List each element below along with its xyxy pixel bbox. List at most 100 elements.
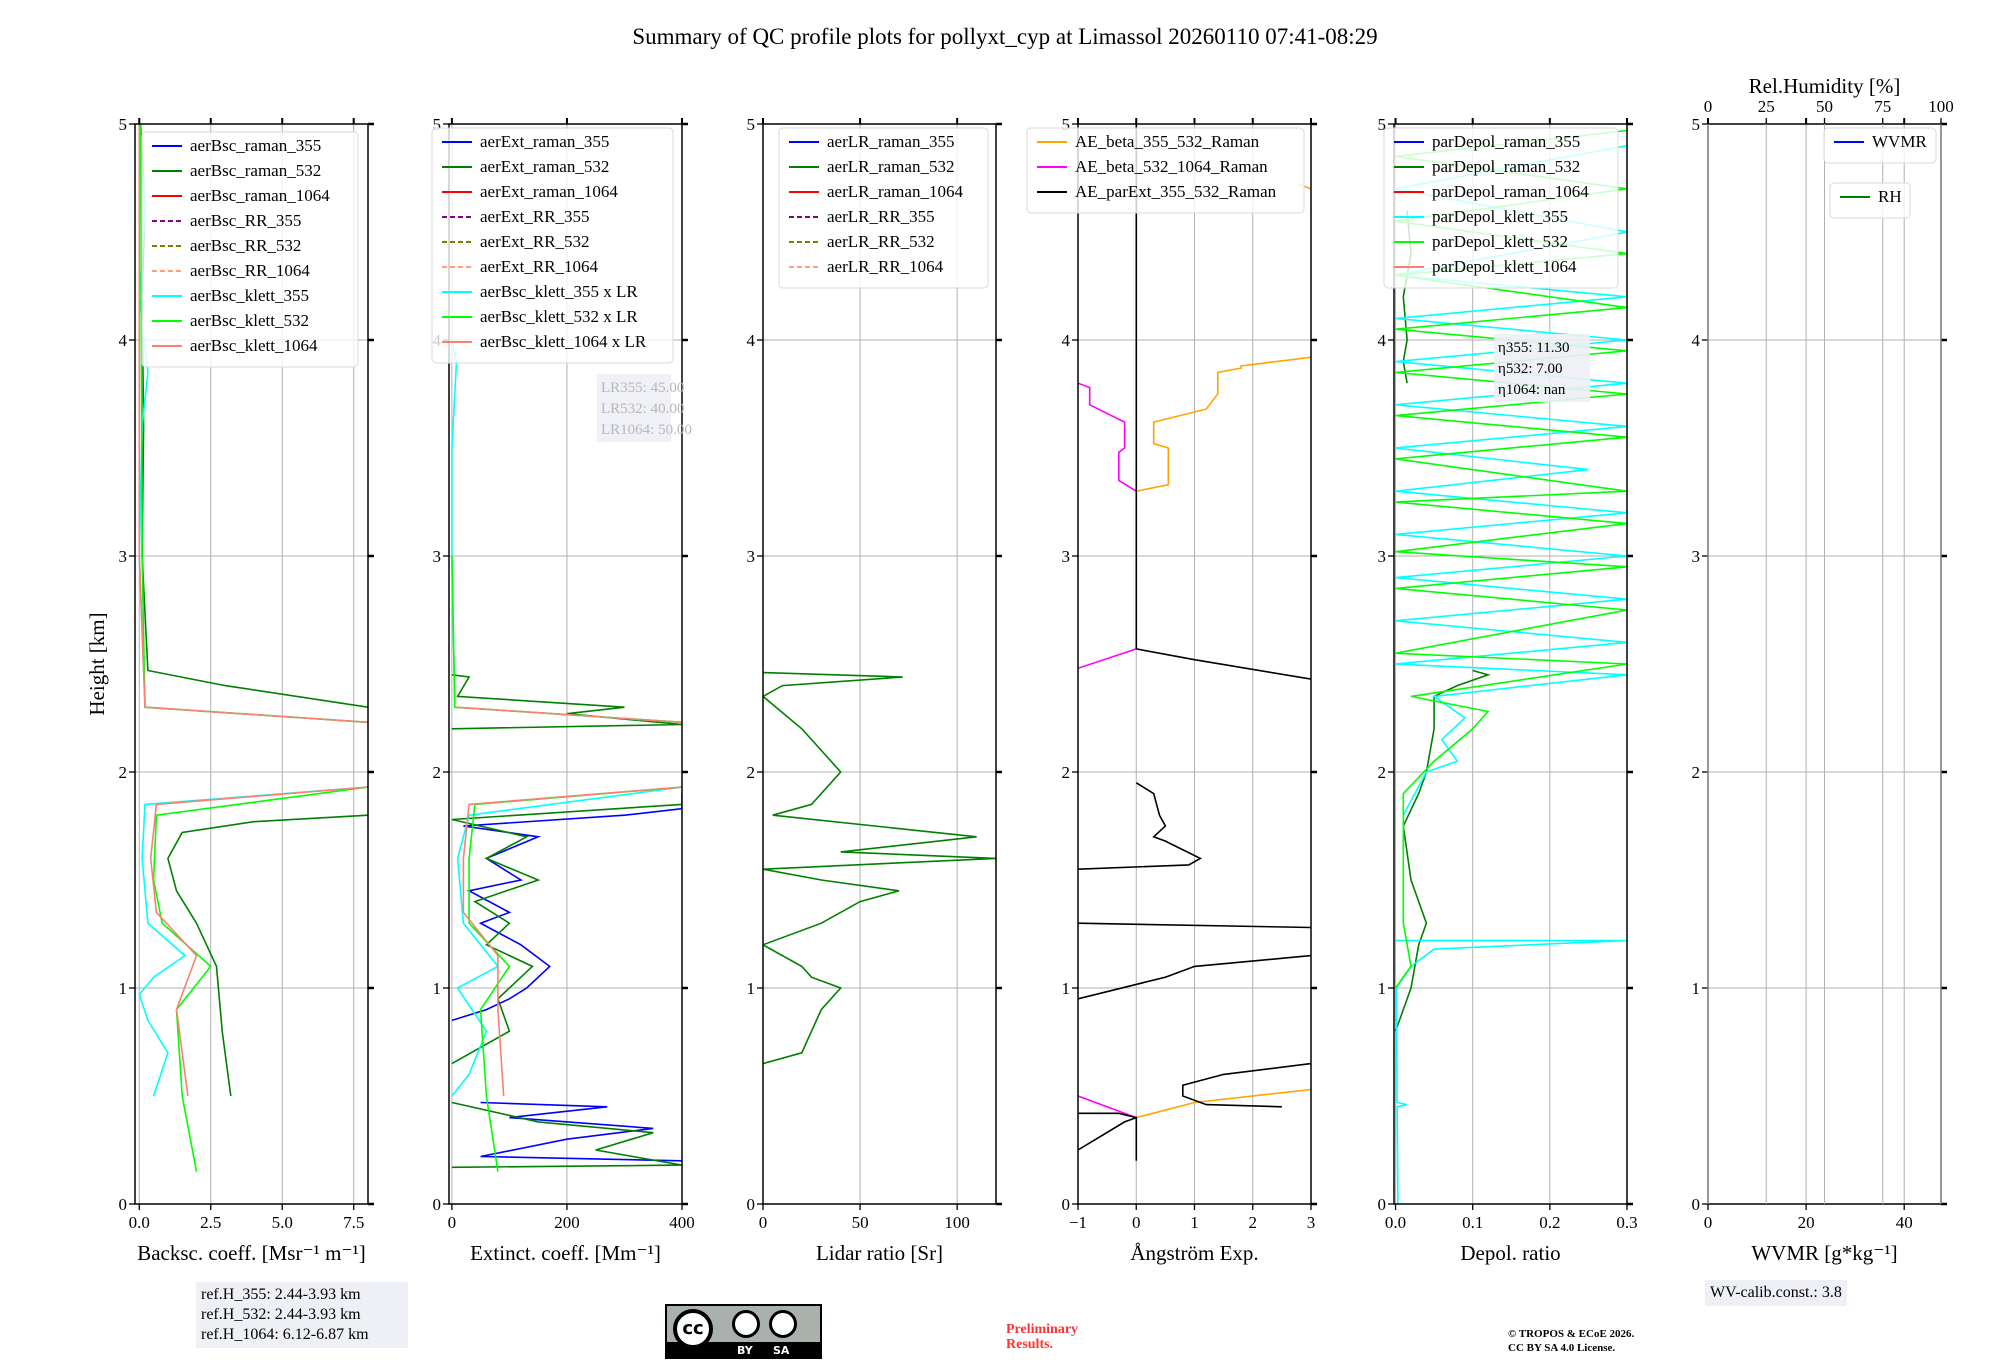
refh-1064: ref.H_1064: 6.12-6.87 km <box>201 1326 369 1343</box>
y-tick-label: 3 <box>433 547 442 566</box>
legend-label: aerBsc_raman_532 <box>190 161 321 180</box>
legend-box <box>1383 127 1619 289</box>
y-tick-label: 5 <box>1378 115 1387 134</box>
annotation-box <box>1494 334 1590 402</box>
y-tick-label: 2 <box>1378 763 1387 782</box>
sa-icon <box>769 1310 797 1338</box>
series-line-AE_parExt_355_532_Raman <box>1078 922 1311 929</box>
x-tick-label: 20 <box>1798 1213 1815 1232</box>
y-tick-label: 0 <box>1692 1195 1701 1214</box>
legend-label: parDepol_raman_1064 <box>1432 182 1589 201</box>
y-tick-label: 3 <box>747 547 756 566</box>
series-line-aerBsc_klett_1064 x LR <box>454 706 682 724</box>
panel-depolarization: 0.0 0.1 0.2 0.3 0 1 2 3 4 5 Depol. ratio parDepol_r… <box>1378 115 1638 1265</box>
y-tick-label: 5 <box>1692 115 1701 134</box>
y-tick-label: 0 <box>1378 1195 1387 1214</box>
legend-label: aerBsc_raman_355 <box>190 136 321 155</box>
rh-tick-label: 75 <box>1874 97 1891 116</box>
x-tick-label: 0 <box>1132 1213 1141 1232</box>
panel-wvmr_rh: 0 20 40 0 1 2 3 4 5 WVMR [g*kg⁻¹] 0 25 50 75 100 Rel.Hu… <box>1692 74 1954 1265</box>
series-line-aerBsc_raman_532 <box>167 814 368 1097</box>
x-tick-label: 0.0 <box>129 1213 150 1232</box>
y-tick-label: 4 <box>119 331 128 350</box>
legend-label: aerExt_raman_1064 <box>480 182 618 201</box>
y-tick-label: 1 <box>1062 979 1071 998</box>
x-axis-label: Extinct. coeff. [Mm⁻¹] <box>470 1241 661 1265</box>
legend-label: WVMR <box>1872 132 1927 151</box>
axes-frame <box>134 123 369 1205</box>
x-axis-label: Lidar ratio [Sr] <box>816 1241 943 1265</box>
x-tick-label: 0.3 <box>1616 1213 1637 1232</box>
x-tick-label: 0 <box>448 1213 457 1232</box>
cc-icon: cc <box>673 1309 713 1349</box>
by-label: BY <box>737 1344 753 1357</box>
annotation-box <box>597 374 671 442</box>
cc-by-sa-logo: cc BY SA <box>665 1304 822 1359</box>
x-tick-label: 2 <box>1249 1213 1258 1232</box>
legend-box <box>141 131 359 368</box>
y-tick-label: 1 <box>433 979 442 998</box>
y-tick-label: 1 <box>119 979 128 998</box>
y-tick-label: 5 <box>747 115 756 134</box>
series-line-AE_beta_532_1064_Raman <box>1078 648 1137 670</box>
series-line-aerExt_raman_355 <box>451 793 682 1022</box>
annotation-text: η355: 11.30 <box>1498 340 1569 356</box>
x-tick-label: 0.1 <box>1462 1213 1483 1232</box>
y-axis-label: Height [km] <box>85 612 109 715</box>
series-line-AE_parExt_355_532_Raman <box>1182 1062 1311 1108</box>
legend-label: RH <box>1878 187 1902 206</box>
legend: RH <box>1829 182 1911 219</box>
copyright-line-1: © TROPOS & ECoE 2026. <box>1508 1328 1635 1340</box>
legend: aerLR_raman_355 aerLR_raman_532 aerLR_rama… <box>778 127 989 289</box>
legend-label: aerExt_raman_355 <box>480 132 609 151</box>
legend-label: aerBsc_klett_355 <box>190 286 309 305</box>
legend-label: parDepol_klett_355 <box>1432 207 1568 226</box>
refh-355: ref.H_355: 2.44-3.93 km <box>201 1286 361 1303</box>
legend-label: parDepol_klett_1064 <box>1432 257 1577 276</box>
legend-label: parDepol_raman_532 <box>1432 157 1580 176</box>
x-tick-label: 50 <box>852 1213 869 1232</box>
figure-title: Summary of QC profile plots for pollyxt_… <box>632 24 1377 49</box>
series-line-AE_parExt_355_532_Raman <box>1078 782 1203 870</box>
x-tick-label: 0 <box>759 1213 768 1232</box>
preliminary-line-1: Preliminary <box>1006 1322 1079 1337</box>
reference-height-box: ref.H_355: 2.44-3.93 km ref.H_532: 2.44-… <box>196 1282 408 1348</box>
series-line-aerExt_raman_532 <box>451 1101 682 1169</box>
legend: aerExt_raman_355 aerExt_raman_532 aerExt_r… <box>431 127 674 364</box>
x-tick-label: 1 <box>1190 1213 1199 1232</box>
legend-box <box>778 127 989 289</box>
panel-backscatter: 0.0 2.5 5.0 7.5 0 1 2 3 4 5 Backsc. coeff. [Msr⁻¹ … <box>119 115 374 1265</box>
x-tick-label: 3 <box>1307 1213 1316 1232</box>
legend-box <box>1829 182 1911 219</box>
legend-label: AE_beta_532_1064_Raman <box>1075 157 1268 176</box>
legend-label: aerBsc_RR_532 <box>190 236 301 255</box>
legend-label: aerExt_RR_1064 <box>480 257 599 276</box>
x-tick-label: 40 <box>1896 1213 1913 1232</box>
legend-label: aerLR_RR_532 <box>827 232 935 251</box>
y-tick-label: 4 <box>1692 331 1701 350</box>
y-tick-label: 0 <box>1062 1195 1071 1214</box>
preliminary-line-2: Results. <box>1006 1337 1054 1352</box>
series-line-aerLR_raman_532 <box>763 671 996 1065</box>
x-tick-label: 200 <box>554 1213 580 1232</box>
x-tick-label: −1 <box>1069 1213 1087 1232</box>
series-line-AE_parExt_355_532_Raman <box>1078 1112 1137 1119</box>
y-tick-label: 0 <box>119 1195 128 1214</box>
series-line-aerBsc_klett_1064 x LR <box>462 786 682 1097</box>
legend-label: aerBsc_klett_532 <box>190 311 309 330</box>
rh-tick-label: 25 <box>1758 97 1775 116</box>
x-tick-label: 0 <box>1704 1213 1713 1232</box>
legend-label: aerExt_raman_532 <box>480 157 609 176</box>
preliminary-results-note: Preliminary Results. <box>1006 1322 1078 1352</box>
legend: aerBsc_raman_355 aerBsc_raman_532 aerBsc_r… <box>141 131 359 368</box>
series-line-aerExt_raman_355 <box>480 1101 682 1162</box>
legend: AE_beta_355_532_Raman AE_beta_532_1064_Ra… <box>1026 127 1305 214</box>
y-tick-label: 1 <box>1692 979 1701 998</box>
legend-label: parDepol_raman_355 <box>1432 132 1580 151</box>
legend-label: aerBsc_klett_355 x LR <box>480 282 638 301</box>
y-tick-label: 0 <box>433 1195 442 1214</box>
y-tick-label: 1 <box>747 979 756 998</box>
series-line-parDepol_klett_355 <box>1395 939 1627 1204</box>
